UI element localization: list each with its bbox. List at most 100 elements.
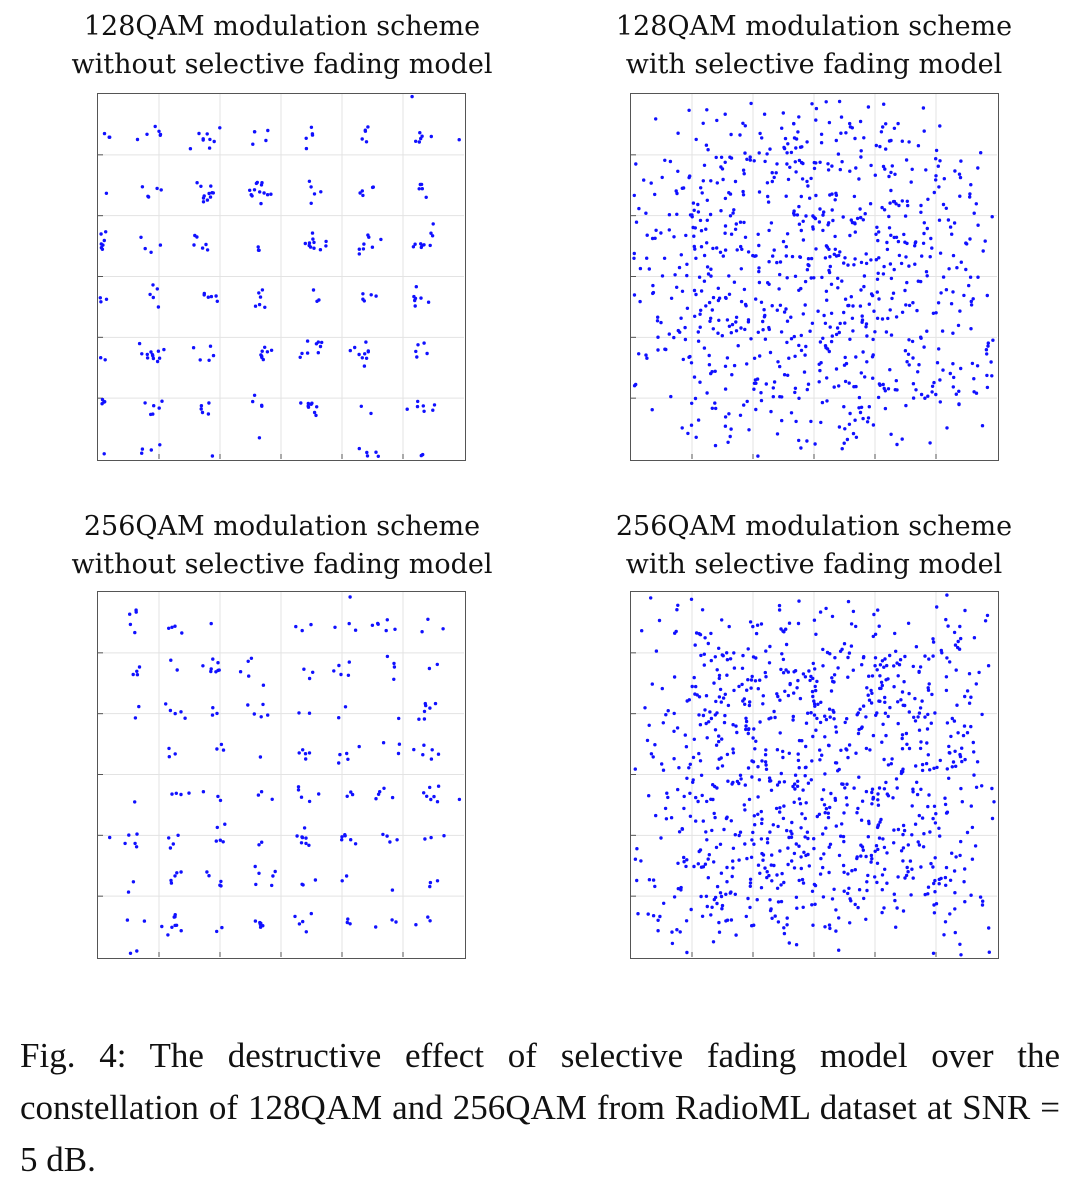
- scatter-point: [784, 245, 788, 249]
- scatter-point: [315, 405, 319, 409]
- scatter-point: [810, 321, 815, 325]
- scatter-point: [818, 340, 823, 344]
- scatter-point: [689, 423, 694, 427]
- scatter-point: [679, 885, 683, 890]
- scatter-point: [968, 192, 972, 196]
- scatter-point: [782, 145, 786, 150]
- scatter-point: [751, 830, 755, 835]
- scatter-point: [709, 267, 713, 271]
- scatter-point: [801, 219, 805, 223]
- scatter-point: [210, 454, 215, 458]
- scatter-point: [669, 394, 673, 399]
- scatter-point: [654, 649, 659, 653]
- scatter-point: [868, 202, 873, 206]
- scatter-point: [803, 816, 807, 821]
- scatter-point: [856, 711, 860, 715]
- scatter-point: [878, 144, 882, 149]
- scatter-point: [394, 920, 398, 924]
- scatter-point: [865, 880, 869, 884]
- scatter-point: [726, 703, 731, 708]
- scatter-point: [951, 760, 956, 764]
- scatter-point: [297, 751, 301, 755]
- scatter-point: [871, 423, 876, 427]
- scatter-point: [379, 237, 383, 242]
- scatter-point: [350, 792, 355, 797]
- scatter-point: [769, 221, 774, 225]
- scatter-point: [704, 721, 708, 726]
- scatter-point: [907, 746, 912, 751]
- scatter-point: [357, 352, 361, 357]
- scatter-point: [693, 643, 697, 647]
- scatter-point: [339, 672, 343, 677]
- scatter-point: [158, 243, 163, 247]
- scatter-point: [893, 172, 897, 176]
- scatter-point: [696, 862, 700, 866]
- scatter-point: [827, 120, 832, 125]
- scatter-point: [971, 740, 975, 745]
- scatter-point: [761, 328, 765, 332]
- scatter-point: [744, 304, 748, 308]
- scatter-point: [945, 426, 949, 430]
- scatter-point: [812, 276, 816, 280]
- scatter-point: [944, 865, 949, 870]
- scatter-point: [828, 193, 832, 197]
- scatter-point: [857, 406, 861, 410]
- scatter-point: [723, 364, 728, 368]
- scatter-point: [873, 849, 877, 853]
- scatter-point: [828, 805, 832, 810]
- scatter-point: [859, 818, 864, 822]
- scatter-point: [880, 205, 884, 210]
- scatter-point: [634, 220, 639, 224]
- scatter-point: [883, 700, 887, 704]
- scatter-point: [842, 310, 846, 315]
- scatter-point: [428, 884, 432, 889]
- scatter-point: [731, 846, 736, 850]
- scatter-point: [842, 870, 846, 874]
- scatter-point: [871, 634, 875, 639]
- scatter-point: [810, 889, 815, 893]
- scatter-point: [913, 262, 917, 266]
- scatter-point: [741, 699, 745, 703]
- scatter-point: [725, 318, 730, 322]
- scatter-point: [854, 751, 858, 755]
- scatter-point: [146, 195, 151, 199]
- scatter-point: [852, 385, 856, 389]
- scatter-point: [805, 439, 809, 443]
- scatter-point: [702, 346, 707, 350]
- scatter-point: [951, 362, 955, 366]
- scatter-point: [303, 752, 308, 756]
- scatter-point: [782, 373, 787, 377]
- scatter-point: [852, 194, 857, 199]
- scatter-point: [972, 773, 976, 777]
- scatter-point: [687, 698, 691, 702]
- scatter-point: [431, 408, 435, 412]
- scatter-point: [827, 870, 831, 875]
- scatter-point: [926, 753, 930, 757]
- scatter-point: [754, 297, 758, 301]
- scatter-point: [947, 744, 951, 749]
- scatter-point: [782, 630, 786, 634]
- scatter-point: [794, 170, 798, 174]
- scatter-point: [956, 639, 960, 644]
- scatter-point: [431, 222, 435, 226]
- scatter-point: [309, 402, 313, 406]
- scatter-point: [914, 645, 919, 649]
- scatter-point: [649, 596, 653, 600]
- scatter-point: [873, 656, 878, 660]
- scatter-point: [828, 926, 832, 931]
- scatter-point: [866, 835, 870, 839]
- scatter-point: [823, 256, 828, 260]
- scatter-point: [864, 322, 869, 326]
- scatter-point: [914, 764, 918, 768]
- scatter-point: [763, 760, 768, 764]
- scatter-point: [859, 843, 863, 847]
- scatter-point: [779, 330, 784, 334]
- scatter-point: [834, 254, 839, 258]
- scatter-point: [856, 731, 861, 736]
- scatter-point: [803, 765, 808, 770]
- scatter-point: [660, 274, 665, 278]
- scatter-point: [886, 387, 891, 391]
- scatter-point: [211, 353, 216, 358]
- scatter-point: [259, 183, 264, 187]
- scatter-point: [909, 180, 913, 184]
